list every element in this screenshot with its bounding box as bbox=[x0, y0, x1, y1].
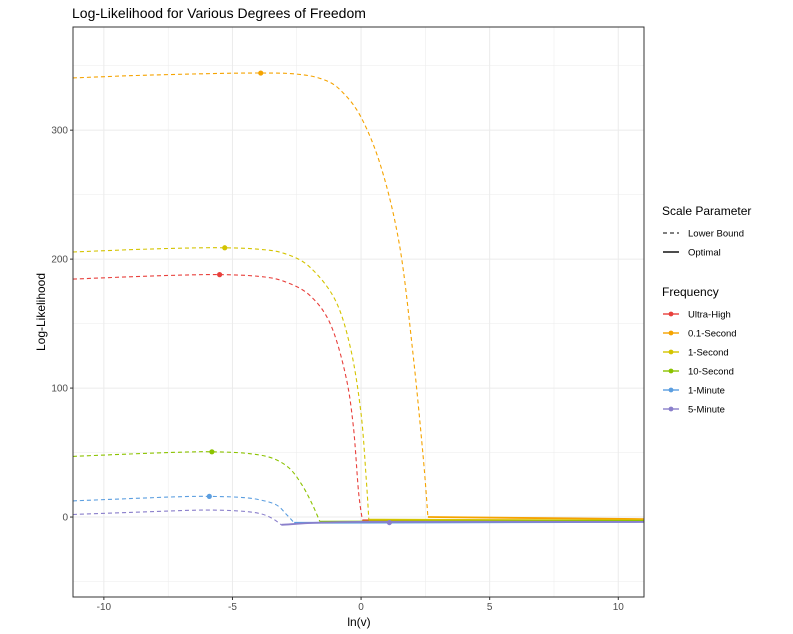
legend-label: 1-Minute bbox=[688, 386, 725, 397]
ultra-high-max-point bbox=[217, 272, 223, 278]
1-second-lower-bound-line bbox=[72, 247, 370, 520]
legend-label: 5-Minute bbox=[688, 405, 725, 416]
5-minute-max-point bbox=[386, 519, 392, 526]
0-1-second-max-point bbox=[258, 70, 264, 76]
x-axis-title: ln(v) bbox=[347, 615, 370, 629]
y-tick-label: 300 bbox=[51, 126, 68, 137]
legend-label: 10-Second bbox=[688, 367, 734, 378]
x-tick-label: 10 bbox=[613, 602, 625, 613]
legend-label: 1-Second bbox=[688, 348, 729, 359]
panel-border bbox=[72, 26, 645, 598]
x-tick-label: 5 bbox=[487, 602, 493, 613]
legend-label: Optimal bbox=[688, 248, 721, 259]
legend-point-1-second bbox=[668, 349, 674, 355]
10-second-max-point bbox=[209, 449, 215, 455]
legend-color-title: Frequency bbox=[662, 285, 719, 299]
0-1-second-lower-bound-line bbox=[72, 72, 429, 518]
y-tick-label: 100 bbox=[51, 384, 68, 395]
legend-label: 0.1-Second bbox=[688, 329, 737, 340]
5-minute-optimal-line bbox=[281, 520, 645, 526]
ultra-high-lower-bound-line bbox=[72, 274, 363, 521]
x-tick-label: -5 bbox=[228, 602, 237, 613]
max-points bbox=[206, 70, 392, 526]
legend-linetype-title: Scale Parameter bbox=[662, 204, 751, 218]
x-tick-label: 0 bbox=[358, 602, 364, 613]
legend-point-0-1-second bbox=[668, 330, 674, 336]
legend-label: Lower Bound bbox=[688, 229, 744, 240]
1-minute-max-point bbox=[206, 493, 212, 500]
legend-point-10-second bbox=[668, 368, 674, 374]
0-1-second-optimal-line bbox=[427, 516, 645, 520]
x-tick-label: -10 bbox=[97, 602, 112, 613]
y-axis-title: Log-Likelihood bbox=[34, 273, 48, 351]
legend-point-1-minute bbox=[668, 387, 674, 393]
legend-point-ultra-high bbox=[668, 311, 674, 317]
y-tick-label: 0 bbox=[62, 513, 68, 524]
grid-lines bbox=[73, 27, 644, 597]
1-minute-lower-bound-line bbox=[72, 495, 295, 524]
legend-label: Ultra-High bbox=[688, 310, 731, 321]
chart-title: Log-Likelihood for Various Degrees of Fr… bbox=[72, 5, 366, 21]
series-lines bbox=[72, 72, 645, 526]
legend: Scale Parameter Frequency Lower Bound Opt… bbox=[662, 204, 751, 416]
legend-point-5-minute bbox=[668, 406, 674, 412]
5-minute-lower-bound-line bbox=[72, 509, 282, 526]
1-second-max-point bbox=[222, 245, 228, 251]
y-tick-label: 200 bbox=[51, 255, 68, 266]
